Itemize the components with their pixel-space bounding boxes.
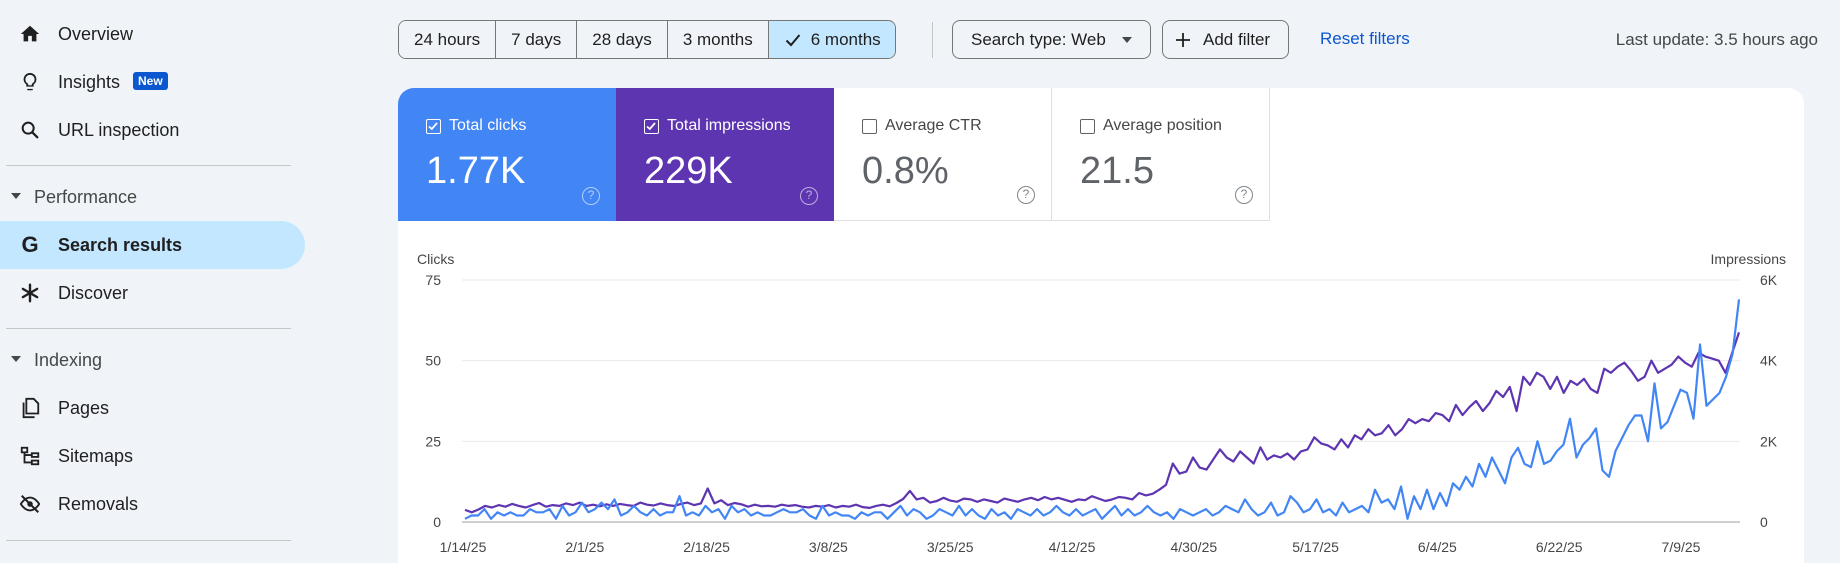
range-label: 6 months (810, 29, 881, 49)
sidebar-item-url-inspection[interactable]: URL inspection (0, 106, 305, 154)
sidebar-item-overview[interactable]: Overview (0, 10, 305, 58)
range-24-hours[interactable]: 24 hours (399, 21, 497, 58)
caret-down-icon (11, 356, 21, 362)
home-icon (18, 22, 42, 46)
toolbar-divider (932, 22, 933, 58)
sidebar-item-sitemaps[interactable]: Sitemaps (0, 432, 305, 480)
sidebar-item-label: Search results (58, 234, 183, 255)
new-badge: New (133, 72, 168, 90)
help-icon[interactable]: ? (1017, 186, 1035, 204)
eye-off-icon (18, 492, 42, 516)
section-performance[interactable]: Performance (0, 177, 300, 217)
google-g-icon: G (21, 232, 39, 257)
checkbox[interactable] (644, 119, 659, 134)
checkbox[interactable] (862, 119, 877, 134)
sidebar-item-pages[interactable]: Pages (0, 384, 305, 432)
performance-card: Total clicks 1.77K ? Total impressions 2… (398, 88, 1804, 563)
last-update-text: Last update: 3.5 hours ago (1615, 30, 1818, 49)
sidebar-item-search-results[interactable]: G Search results (0, 221, 305, 269)
divider (6, 165, 291, 166)
sidebar-item-removals[interactable]: Removals (0, 480, 305, 528)
sidebar-item-label: URL inspection (58, 119, 180, 140)
range-28-days[interactable]: 28 days (577, 21, 668, 58)
divider (6, 328, 291, 329)
divider (6, 540, 291, 541)
help-icon[interactable]: ? (1235, 186, 1253, 204)
sidebar-item-label: Insights (58, 71, 121, 92)
metric-total-clicks[interactable]: Total clicks 1.77K ? (398, 88, 616, 221)
sidebar-item-label: Discover (58, 282, 129, 303)
range-6-months[interactable]: 6 months (768, 21, 895, 58)
help-icon[interactable]: ? (582, 187, 600, 205)
sidebar-item-label: Removals (58, 493, 139, 514)
metric-total-impressions[interactable]: Total impressions 229K ? (616, 88, 834, 221)
sidebar: Overview Insights New URL inspection Per… (0, 0, 310, 563)
sidebar-item-label: Overview (58, 23, 134, 44)
caret-down-icon (11, 193, 21, 199)
add-filter-button[interactable]: Add filter (1162, 20, 1290, 59)
help-icon[interactable]: ? (800, 187, 818, 205)
add-filter-label: Add filter (1203, 29, 1271, 49)
range-3-months[interactable]: 3 months (667, 21, 769, 58)
metric-label: Average CTR (885, 117, 982, 134)
lightbulb-icon (18, 70, 42, 94)
range-7-days[interactable]: 7 days (496, 21, 578, 58)
sidebar-item-label: Pages (58, 397, 110, 418)
checkbox[interactable] (426, 119, 441, 134)
search-type-dropdown[interactable]: Search type: Web (952, 20, 1151, 59)
sitemap-icon (18, 444, 42, 468)
search-type-label: Search type: Web (971, 29, 1106, 49)
metric-average-ctr[interactable]: Average CTR 0.8% ? (834, 88, 1052, 221)
date-range-selector: 24 hours 7 days 28 days 3 months 6 month… (398, 20, 896, 59)
pages-icon (18, 396, 42, 420)
dropdown-arrow-icon (1121, 36, 1132, 43)
sidebar-item-insights[interactable]: Insights New (0, 58, 305, 106)
checkbox[interactable] (1080, 119, 1095, 134)
metric-label: Average position (1103, 117, 1222, 134)
metric-average-position[interactable]: Average position 21.5 ? (1052, 88, 1270, 221)
metric-value: 0.8% (862, 150, 949, 192)
section-label: Indexing (34, 349, 103, 370)
metric-value: 21.5 (1080, 150, 1154, 192)
sidebar-item-label: Sitemaps (58, 445, 134, 466)
search-icon (18, 118, 42, 142)
reset-filters-link[interactable]: Reset filters (1320, 29, 1410, 48)
section-label: Performance (34, 186, 138, 207)
sidebar-item-discover[interactable]: Discover (0, 269, 305, 317)
section-indexing[interactable]: Indexing (0, 340, 300, 380)
check-icon (785, 33, 801, 47)
metric-label: Total clicks (449, 117, 527, 134)
plus-icon (1175, 32, 1191, 48)
metric-label: Total impressions (667, 117, 791, 134)
asterisk-icon (18, 281, 42, 305)
metric-value: 1.77K (426, 150, 526, 192)
metric-value: 229K (644, 150, 733, 192)
